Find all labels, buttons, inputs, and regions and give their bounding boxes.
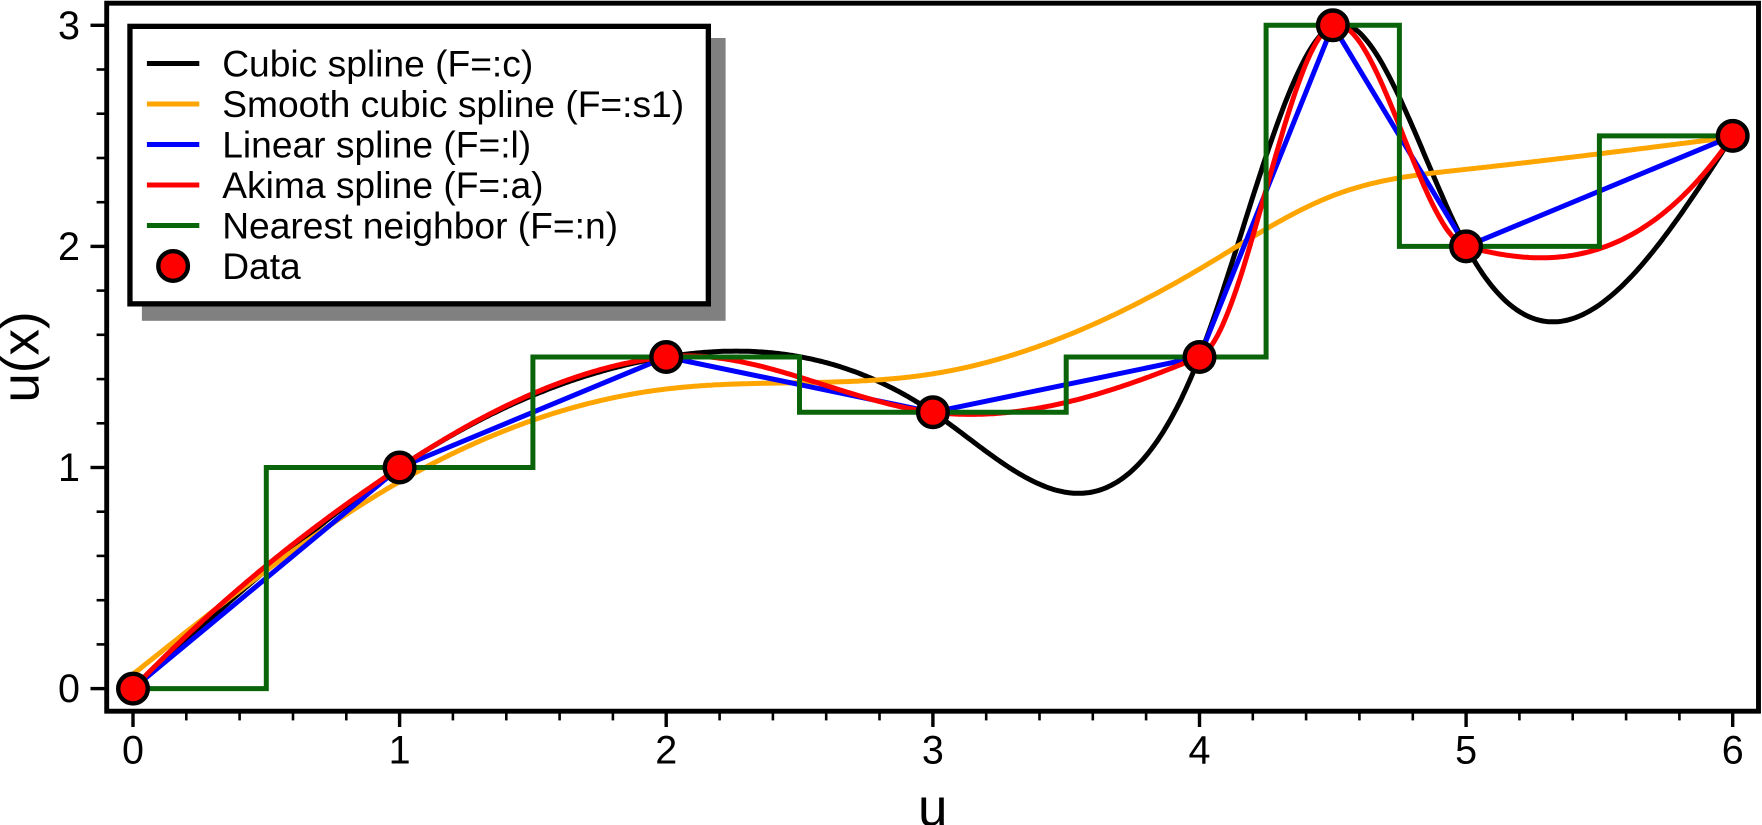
svg-text:1: 1	[58, 446, 80, 490]
svg-text:1: 1	[389, 729, 411, 773]
svg-text:0: 0	[58, 667, 80, 711]
svg-text:u: u	[918, 779, 947, 825]
svg-text:4: 4	[1189, 729, 1211, 773]
svg-text:u(x): u(x)	[0, 311, 51, 402]
svg-text:Akima spline (F=:a): Akima spline (F=:a)	[222, 164, 543, 206]
svg-text:3: 3	[58, 4, 80, 48]
svg-text:5: 5	[1455, 729, 1477, 773]
svg-text:Data: Data	[222, 245, 301, 287]
svg-text:Cubic spline (F=:c): Cubic spline (F=:c)	[222, 43, 533, 85]
svg-text:2: 2	[58, 225, 80, 269]
svg-text:3: 3	[922, 729, 944, 773]
svg-text:Smooth cubic spline (F=:s1): Smooth cubic spline (F=:s1)	[222, 83, 684, 125]
svg-text:0: 0	[122, 729, 144, 773]
svg-text:2: 2	[655, 729, 677, 773]
svg-text:6: 6	[1722, 729, 1744, 773]
svg-text:Nearest neighbor (F=:n): Nearest neighbor (F=:n)	[222, 205, 618, 247]
svg-text:Linear spline (F=:l): Linear spline (F=:l)	[222, 124, 531, 166]
